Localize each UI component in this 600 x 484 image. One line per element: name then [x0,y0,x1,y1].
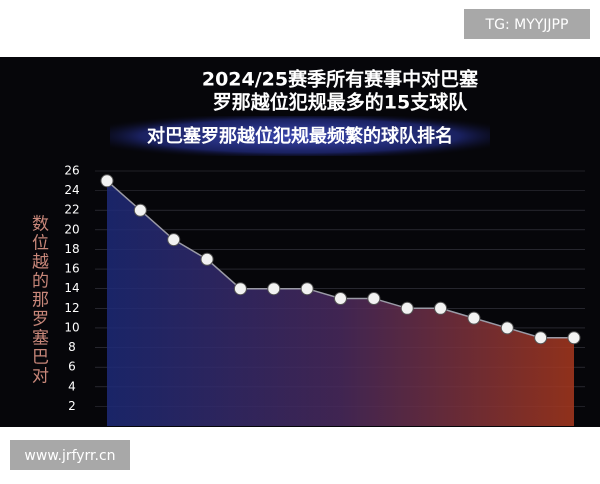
data-point [334,292,347,305]
y-tick-label: 22 [64,203,79,217]
y-tick-label: 26 [64,164,79,178]
data-point [100,174,114,188]
y-tick-label: 16 [64,262,79,276]
data-point [500,321,514,335]
data-point [267,282,281,296]
watermark: TG: MYYJJPP [485,17,569,33]
chart-title: 2024/25赛季所有赛事中对巴塞 [202,68,479,91]
data-point [200,252,214,266]
data-point [167,233,181,247]
y-tick-label: 2 [68,399,76,413]
data-point [567,331,581,345]
y-tick-label: 18 [64,242,79,256]
chart-subtitle: 对巴塞罗那越位犯规最频繁的球队排名 [147,125,453,147]
y-axis-label: 数位越的那罗塞巴对 [28,214,49,385]
data-point [400,301,414,315]
y-tick-label: 10 [64,320,79,334]
chart-title: 罗那越位犯规最多的15支球队 [213,91,468,114]
data-point [300,282,314,296]
y-tick-label: 14 [64,281,79,295]
data-point [467,311,481,325]
y-tick-label: 12 [64,301,79,315]
data-point [534,331,548,345]
y-tick-label: 20 [64,222,79,236]
data-point [434,301,448,315]
watermark-box [464,9,590,39]
y-tick-label: 8 [68,340,76,354]
y-tick-label: 4 [68,379,76,393]
watermark-box [10,440,130,470]
y-tick-label: 24 [64,183,79,197]
y-tick-label: 6 [68,360,76,374]
data-point [233,282,247,296]
data-point [133,203,147,217]
watermark: www.jrfyrr.cn [24,448,115,464]
data-point [367,292,381,305]
subtitle-banner [110,116,490,156]
